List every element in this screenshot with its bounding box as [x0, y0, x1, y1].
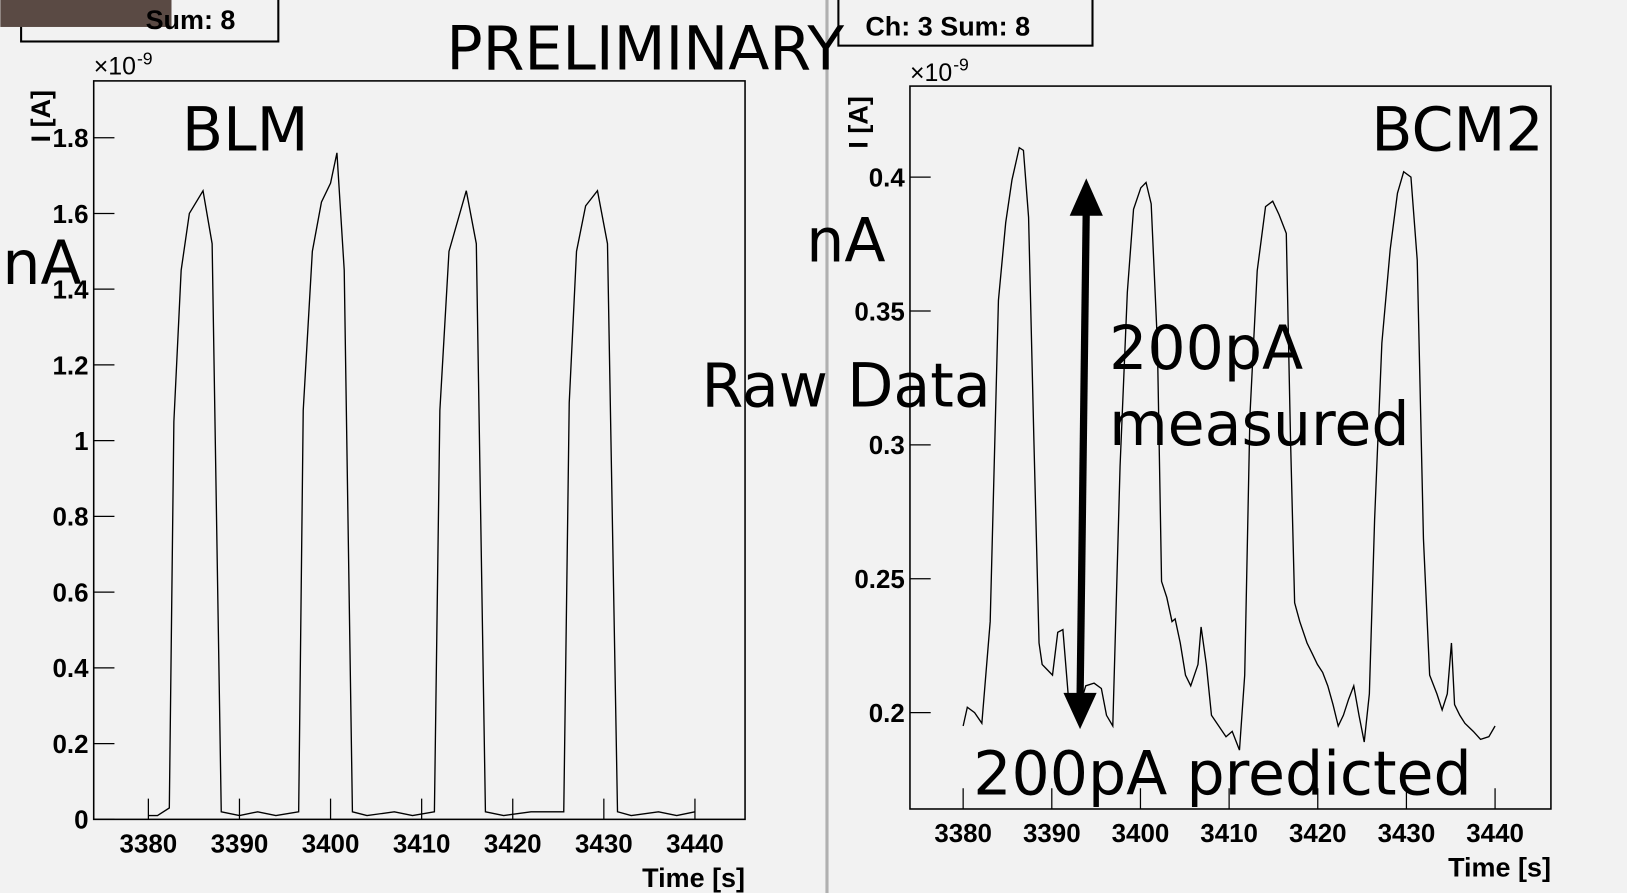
y-tick-label: 0.4 [869, 164, 906, 192]
x-axis-title: Time [s] [1448, 852, 1551, 882]
predicted-label: 200pA predicted [973, 739, 1472, 809]
plot: 0.2 0.25 0.3 0.35 0.4 3380 3390 3400 3410 3420 343… [843, 55, 1552, 882]
x-tick-label: 3430 [1378, 820, 1436, 848]
raw-data-label: Raw Data [701, 352, 990, 422]
y-axis-title: I [A] [843, 96, 873, 148]
x-axis-title: Time [s] [642, 863, 745, 893]
y-tick-label: 1.8 [53, 125, 89, 153]
y-tick-label: 0.8 [53, 504, 89, 532]
chart-title: BCM2 [1371, 95, 1543, 165]
y-multiplier: ×10 [910, 59, 952, 87]
y-exponent: -9 [953, 55, 969, 75]
charts: 0 0.2 0.4 0.6 0.8 1 1.2 1.4 1.6 1.8 3380 3390 3400 34… [26, 48, 1552, 893]
x-tick-label: 3400 [302, 831, 360, 859]
x-tick-label: 3380 [934, 820, 992, 848]
plot-frame [909, 85, 1552, 810]
unit-label: nA [806, 206, 885, 276]
plot-frame [92, 80, 746, 821]
x-tick-label: 3390 [1023, 820, 1081, 848]
x-tick-label: 3380 [120, 831, 178, 859]
x-tick-label: 3390 [211, 831, 269, 859]
photo-fragment [0, 0, 172, 27]
y-tick-label: 1.2 [53, 352, 89, 380]
y-tick-label: 0.6 [53, 579, 89, 607]
x-tick-label: 3430 [575, 831, 633, 859]
y-tick-label: 0.35 [854, 298, 904, 326]
y-tick-label: 1.4 [53, 277, 90, 305]
plot: 0 0.2 0.4 0.6 0.8 1 1.2 1.4 1.6 1.8 3380 3390 3400 34… [26, 48, 746, 893]
y-axis-title: I [A] [26, 90, 56, 142]
x-tick-label: 3410 [1200, 820, 1258, 848]
y-tick-label: 0.3 [869, 432, 905, 460]
header-box [837, 0, 1094, 47]
x-tick-label: 3440 [1466, 820, 1524, 848]
y-multiplier: ×10 [94, 53, 136, 81]
y-tick-label: 0 [74, 807, 88, 835]
y-exponent: -9 [137, 48, 153, 68]
x-tick-label: 3420 [484, 831, 542, 859]
data-line [148, 152, 696, 817]
y-tick-label: 0.2 [869, 700, 905, 728]
x-tick-label: 3400 [1112, 820, 1170, 848]
unit-label: nA [2, 229, 81, 299]
measured-label: measured [1109, 390, 1409, 460]
preliminary: PRELIMINARY [446, 14, 844, 84]
measured-label: 200pA [1109, 314, 1303, 384]
double-arrow [1063, 178, 1103, 730]
x-tick-label: 3410 [393, 831, 451, 859]
y-tick-label: 1.6 [53, 201, 89, 229]
header: Sum: 8 [146, 5, 236, 35]
y-tick-label: 1 [74, 428, 88, 456]
x-tick-label: 3440 [666, 831, 724, 859]
chart-title: BLM [182, 95, 309, 165]
header: Ch: 3 Sum: 8 [865, 11, 1030, 41]
data-line [962, 146, 1496, 751]
y-tick-label: 0.2 [53, 731, 89, 759]
x-tick-label: 3420 [1289, 820, 1347, 848]
y-tick-label: 0.4 [53, 655, 90, 683]
y-tick-label: 0.25 [854, 566, 904, 594]
